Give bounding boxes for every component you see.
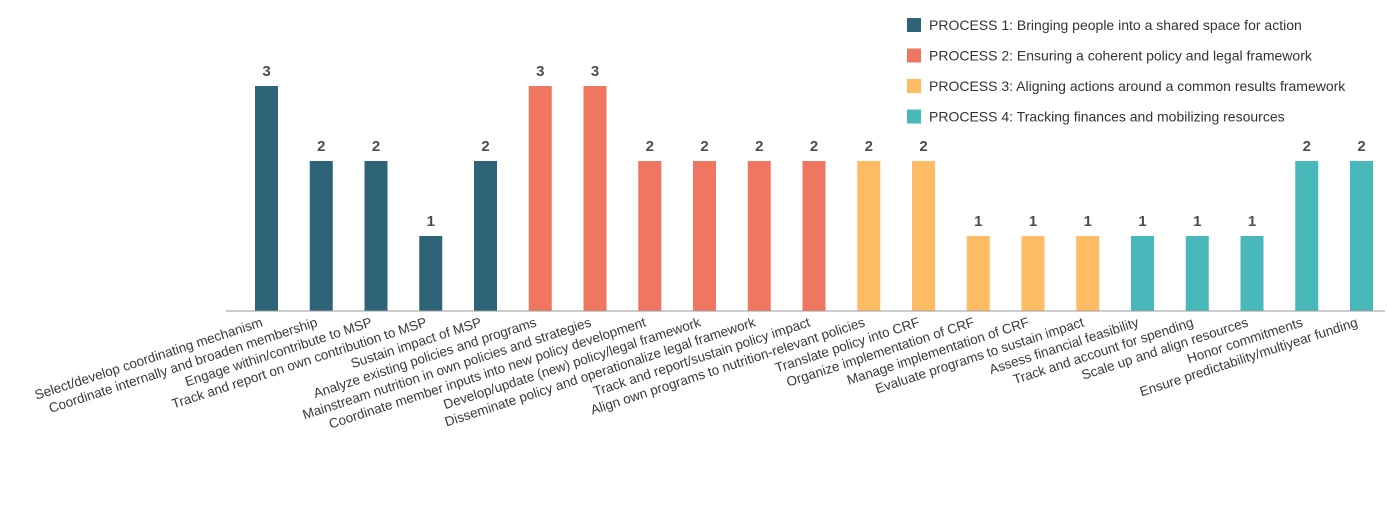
bar bbox=[310, 161, 333, 311]
legend-swatch bbox=[907, 18, 921, 32]
legend-label: PROCESS 4: Tracking finances and mobiliz… bbox=[929, 109, 1285, 125]
x-tick-labels: Select/develop coordinating mechanismCoo… bbox=[33, 315, 1360, 432]
bar bbox=[967, 236, 990, 311]
bar bbox=[1131, 236, 1154, 311]
bar-value-label: 2 bbox=[1357, 138, 1365, 155]
bar bbox=[803, 161, 826, 311]
bar bbox=[1241, 236, 1264, 311]
legend-swatch bbox=[907, 79, 921, 93]
bar bbox=[693, 161, 716, 311]
bar bbox=[1022, 236, 1045, 311]
legend: PROCESS 1: Bringing people into a shared… bbox=[907, 17, 1346, 125]
legend-swatch bbox=[907, 110, 921, 124]
bar-value-label: 3 bbox=[591, 63, 599, 80]
bar bbox=[365, 161, 388, 311]
bar bbox=[1186, 236, 1209, 311]
bar bbox=[1350, 161, 1373, 311]
bar-value-label: 2 bbox=[481, 138, 489, 155]
bar-value-label: 3 bbox=[262, 63, 270, 80]
bar-value-label: 2 bbox=[646, 138, 654, 155]
bar bbox=[912, 161, 935, 311]
bar-value-label: 1 bbox=[1138, 213, 1146, 230]
bar bbox=[1076, 236, 1099, 311]
bar-value-label: 2 bbox=[700, 138, 708, 155]
bar-value-label: 2 bbox=[810, 138, 818, 155]
bar-value-label: 3 bbox=[536, 63, 544, 80]
legend-swatch bbox=[907, 49, 921, 63]
bar bbox=[638, 161, 661, 311]
bar-value-label: 1 bbox=[1248, 213, 1256, 230]
legend-label: PROCESS 3: Aligning actions around a com… bbox=[929, 78, 1346, 94]
bar-value-label: 2 bbox=[1303, 138, 1311, 155]
bar-value-label: 1 bbox=[1193, 213, 1201, 230]
bar-value-label: 1 bbox=[1084, 213, 1092, 230]
bar-value-label: 1 bbox=[974, 213, 982, 230]
bar bbox=[584, 86, 607, 311]
bar bbox=[1295, 161, 1318, 311]
bar-value-label: 2 bbox=[755, 138, 763, 155]
bar bbox=[419, 236, 442, 311]
bar-value-label: 2 bbox=[317, 138, 325, 155]
bar-value-label: 1 bbox=[1029, 213, 1037, 230]
bar bbox=[255, 86, 278, 311]
legend-label: PROCESS 2: Ensuring a coherent policy an… bbox=[929, 48, 1313, 64]
bar-value-label: 2 bbox=[919, 138, 927, 155]
bar-value-label: 2 bbox=[372, 138, 380, 155]
bar-value-label: 2 bbox=[865, 138, 873, 155]
bar bbox=[529, 86, 552, 311]
bar bbox=[857, 161, 880, 311]
bar bbox=[748, 161, 771, 311]
bar bbox=[474, 161, 497, 311]
legend-label: PROCESS 1: Bringing people into a shared… bbox=[929, 17, 1302, 33]
bar-value-label: 1 bbox=[427, 213, 435, 230]
